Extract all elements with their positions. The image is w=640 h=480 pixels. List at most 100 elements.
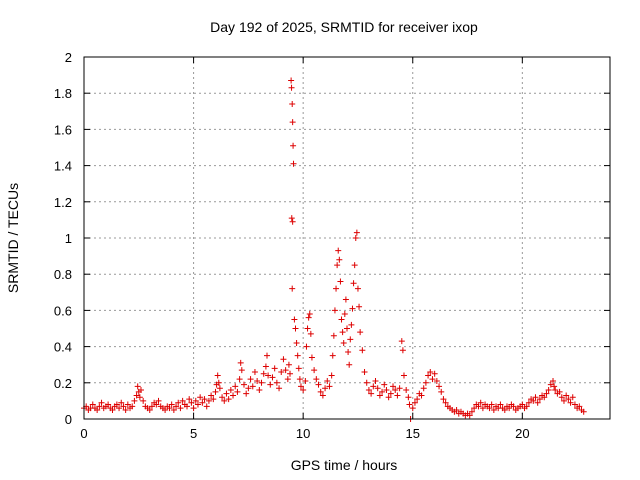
data-point [131,397,138,404]
data-point [249,383,256,390]
tick-labels: 0 5 10 15 20 0 0.2 0.4 0.6 0.8 1 1.2 1.4 1.6 1.8 2 [54,50,530,441]
x-tick-label: 15 [406,426,420,441]
data-point [284,376,291,383]
data-point [322,385,329,392]
x-axis-label: GPS time / hours [291,457,398,473]
data-point [326,383,333,390]
data-point [429,376,436,383]
data-point [262,363,269,370]
data-point [342,296,349,303]
data-point [510,403,517,410]
data-point [350,280,357,287]
data-point [118,399,125,406]
data-point [558,394,565,401]
data-point [422,379,429,386]
data-point [341,311,348,318]
data-point [488,401,495,408]
data-point [148,403,155,410]
data-point [379,388,386,395]
data-point [280,356,287,363]
data-point [296,376,303,383]
data-point [414,396,421,403]
data-point [331,307,338,314]
data-point [532,394,539,401]
data-point [368,390,375,397]
data-point [525,399,532,406]
data-point [411,399,418,406]
data-point [109,406,116,413]
data-point [179,397,186,404]
data-point [392,387,399,394]
data-point [311,367,318,374]
data-point [381,381,388,388]
data-point [440,396,447,403]
data-point [433,377,440,384]
data-point [221,397,228,404]
data-point [394,392,401,399]
data-point [403,387,410,394]
data-point [317,388,324,395]
data-point [153,401,160,408]
data-point [129,403,136,410]
data-point [155,397,162,404]
y-tick-label: 1 [65,231,72,246]
data-point [420,385,427,392]
data-point [105,401,112,408]
y-tick-label: 0 [65,412,72,427]
data-point [398,338,405,345]
data-point [230,392,237,399]
data-point [122,406,129,413]
data-point [293,339,300,346]
data-point [254,377,261,384]
grid-lines [84,57,610,419]
data-point [168,401,175,408]
data-point [98,399,105,406]
chart-title: Day 192 of 2025, SRMTID for receiver ixo… [210,19,478,35]
data-point [571,401,578,408]
data-point [232,383,239,390]
data-point [565,396,572,403]
data-point [216,385,223,392]
y-tick-label: 1.4 [54,159,72,174]
data-point [338,316,345,323]
data-point [308,354,315,361]
data-point [479,405,486,412]
data-point [89,401,96,408]
data-point [265,372,272,379]
data-point [580,408,587,415]
data-point [264,352,271,359]
data-point [177,405,184,412]
data-points [81,77,587,422]
data-point [556,388,563,395]
data-point [363,379,370,386]
data-point [563,392,570,399]
data-point [330,332,337,339]
data-point [295,365,302,372]
data-point [354,285,361,292]
data-point [425,372,432,379]
y-tick-label: 2 [65,50,72,65]
data-point [347,336,354,343]
data-point [348,321,355,328]
data-point [240,381,247,388]
data-point [340,339,347,346]
data-point [215,379,222,386]
data-point [173,403,180,410]
data-point [550,377,557,384]
data-point [94,406,101,413]
data-point [313,376,320,383]
x-tick-label: 0 [80,426,87,441]
data-point [418,392,425,399]
data-point [490,406,497,413]
data-point [352,235,359,241]
data-point [442,399,449,406]
data-point [569,394,576,401]
data-point [300,387,307,394]
data-point [186,396,193,403]
data-point [294,352,301,359]
data-point [136,394,143,401]
data-point [146,406,153,413]
data-point [306,311,313,318]
data-point [477,399,484,406]
data-point [427,368,434,375]
